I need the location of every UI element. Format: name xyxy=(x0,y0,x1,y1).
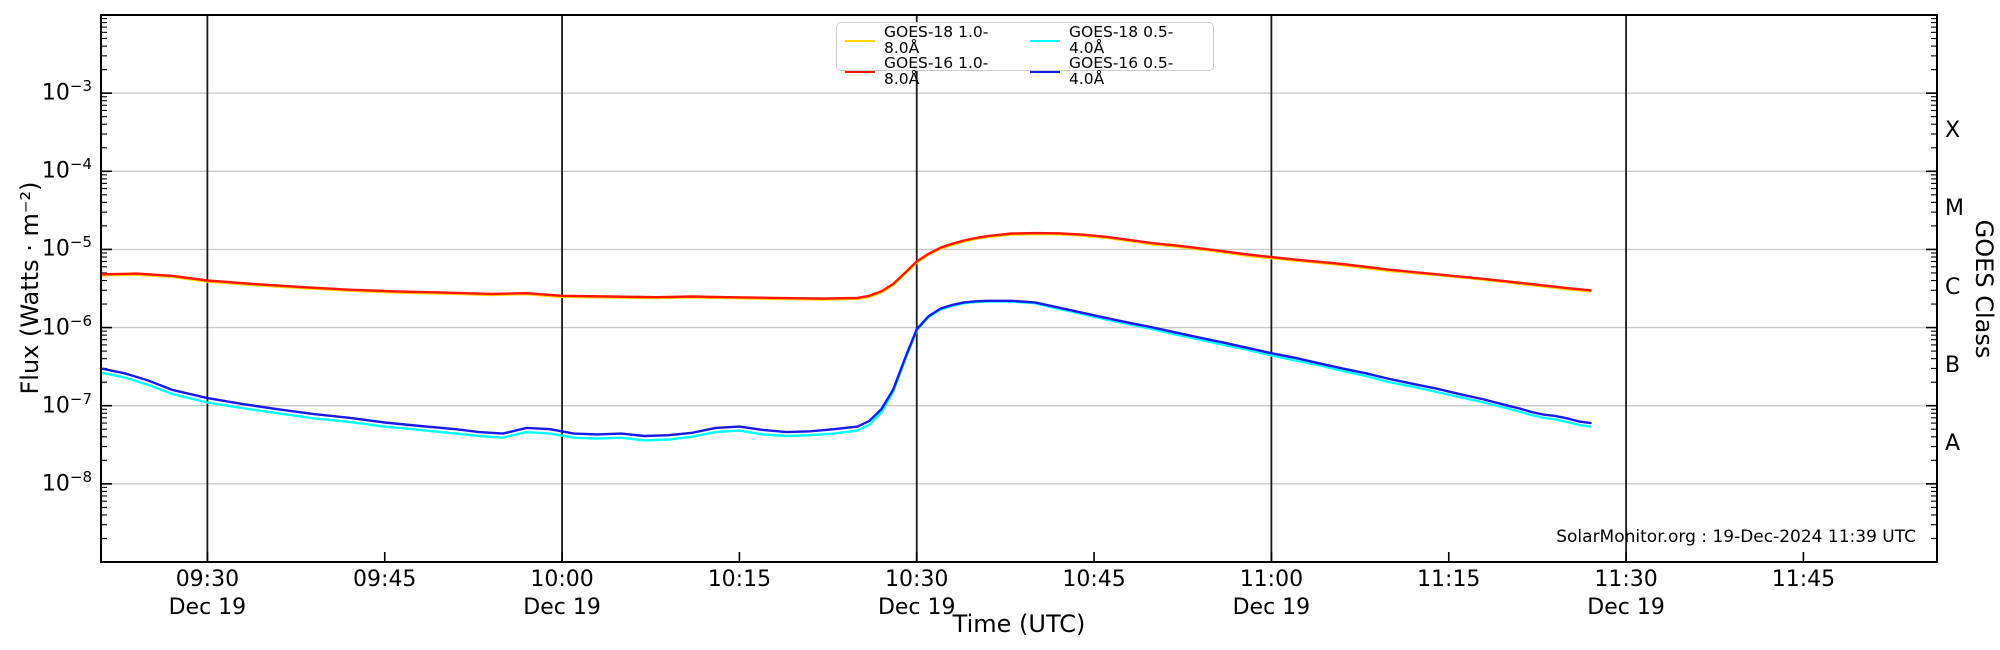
y-tick-label: 10−8 xyxy=(41,467,92,497)
legend-item-goes18-long: GOES-18 1.0-8.0Å xyxy=(845,23,1020,57)
right-axis-title: GOES Class xyxy=(1970,219,1998,359)
x-axis-title: Time (UTC) xyxy=(952,610,1086,638)
x-tick-day-label: Dec 19 xyxy=(1587,595,1665,620)
goes-class-label: C xyxy=(1945,274,1961,300)
goes-class-label: M xyxy=(1945,196,1964,222)
legend: GOES-18 1.0-8.0Å GOES-18 0.5-4.0Å GOES-16 … xyxy=(836,22,1214,86)
x-tick-label: 11:45 xyxy=(1771,567,1836,592)
x-tick-label: 09:30 xyxy=(175,567,240,592)
legend-item-label: GOES-16 0.5-4.0Å xyxy=(1069,54,1174,88)
x-tick-label: 11:15 xyxy=(1417,567,1481,592)
goes-class-label: A xyxy=(1945,430,1961,456)
x-tick-label: 09:45 xyxy=(353,567,417,592)
y-tick-label: 10−5 xyxy=(41,233,92,262)
legend-item-label: GOES-18 1.0-8.0Å xyxy=(884,23,989,57)
legend-line-icon xyxy=(845,70,875,73)
data-series-goes18-short xyxy=(99,300,1592,442)
legend-item-label: GOES-16 1.0-8.0Å xyxy=(884,54,989,88)
x-tick-day-label: Dec 19 xyxy=(877,595,956,620)
x-tick-label: 11:00 xyxy=(1239,567,1304,592)
x-tick-label: 10:30 xyxy=(885,567,949,592)
data-series-goes16-long xyxy=(99,231,1592,300)
goes-class-label: X xyxy=(1945,118,1961,144)
watermark-text: SolarMonitor.org : 19-Dec-2024 11:39 UTC xyxy=(1556,527,1916,547)
data-series-goes16-short xyxy=(99,299,1592,438)
x-tick-label: 11:30 xyxy=(1594,567,1658,592)
legend-line-icon xyxy=(845,39,875,42)
legend-item-goes16-short: GOES-16 0.5-4.0Å xyxy=(1030,54,1205,88)
legend-item-goes16-long: GOES-16 1.0-8.0Å xyxy=(845,54,1020,88)
y-tick-label: 10−7 xyxy=(41,389,92,419)
legend-item-goes18-short: GOES-18 0.5-4.0Å xyxy=(1030,23,1205,57)
y-tick-label: 10−6 xyxy=(41,311,92,340)
legend-item-label: GOES-18 0.5-4.0Å xyxy=(1069,23,1174,57)
x-tick-day-label: Dec 19 xyxy=(1232,595,1311,620)
x-tick-label: 10:45 xyxy=(1062,567,1126,592)
y-tick-label: 10−3 xyxy=(41,77,92,106)
legend-line-icon xyxy=(1030,39,1060,42)
y-axis-title: Flux (Watts · m⁻²) xyxy=(16,181,44,395)
plot-border xyxy=(100,14,1938,563)
x-tick-day-label: Dec 19 xyxy=(168,595,247,620)
x-tick-label: 10:00 xyxy=(530,567,594,592)
legend-line-icon xyxy=(1030,70,1060,73)
goes-class-label: B xyxy=(1945,352,1961,378)
x-tick-day-label: Dec 19 xyxy=(523,595,601,620)
x-tick-label: 10:15 xyxy=(707,567,772,592)
y-tick-label: 10−4 xyxy=(41,155,92,184)
